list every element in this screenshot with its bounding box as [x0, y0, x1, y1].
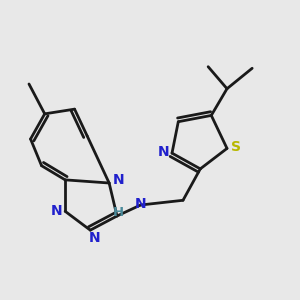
Text: H: H [113, 206, 124, 219]
Text: N: N [158, 145, 169, 159]
Text: N: N [50, 204, 62, 218]
Text: N: N [89, 231, 101, 245]
Text: N: N [113, 173, 124, 188]
Text: S: S [231, 140, 242, 154]
Text: N: N [135, 197, 146, 211]
